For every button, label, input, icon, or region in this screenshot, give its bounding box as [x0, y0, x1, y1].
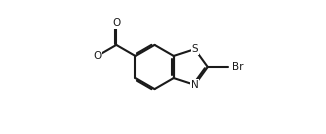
Text: O: O — [93, 51, 101, 61]
Text: O: O — [112, 18, 120, 28]
Text: N: N — [191, 80, 199, 90]
Text: Br: Br — [232, 62, 244, 72]
Text: S: S — [191, 44, 198, 54]
